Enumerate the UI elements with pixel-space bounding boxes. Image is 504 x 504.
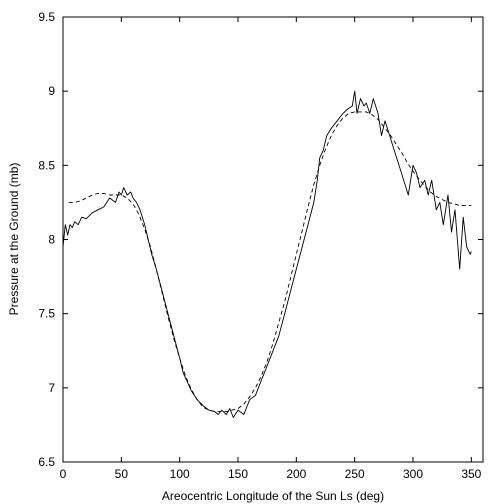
y-tick-label: 8.5 — [38, 158, 55, 172]
series-line-dashed — [68, 111, 472, 413]
x-tick-label: 50 — [115, 467, 129, 481]
series-line-solid — [62, 90, 472, 418]
tick-marks — [62, 16, 483, 463]
x-tick-label: 350 — [461, 467, 481, 481]
y-tick-label: 7 — [48, 381, 55, 395]
x-tick-label: 300 — [403, 467, 423, 481]
x-tick-label: 200 — [286, 467, 306, 481]
tick-labels: 0 50 100 150 200 250 300 350 6.5 7 7.5 8 8.5 9 9.5 — [38, 10, 481, 481]
y-axis-label: Pressure at the Ground (mb) — [7, 163, 21, 316]
y-tick-label: 9 — [48, 84, 55, 98]
y-tick-label: 7.5 — [38, 307, 55, 321]
x-tick-label: 250 — [345, 467, 365, 481]
x-axis-label: Areocentric Longitude of the Sun Ls (deg… — [162, 489, 384, 503]
plot-frame — [62, 16, 484, 463]
x-tick-label: 0 — [60, 467, 67, 481]
y-tick-label: 6.5 — [38, 455, 55, 469]
x-tick-label: 100 — [170, 467, 190, 481]
axes — [62, 16, 484, 463]
x-tick-label: 150 — [228, 467, 248, 481]
series-lines — [62, 90, 472, 418]
y-tick-label: 8 — [48, 233, 55, 247]
y-tick-label: 9.5 — [38, 10, 55, 24]
